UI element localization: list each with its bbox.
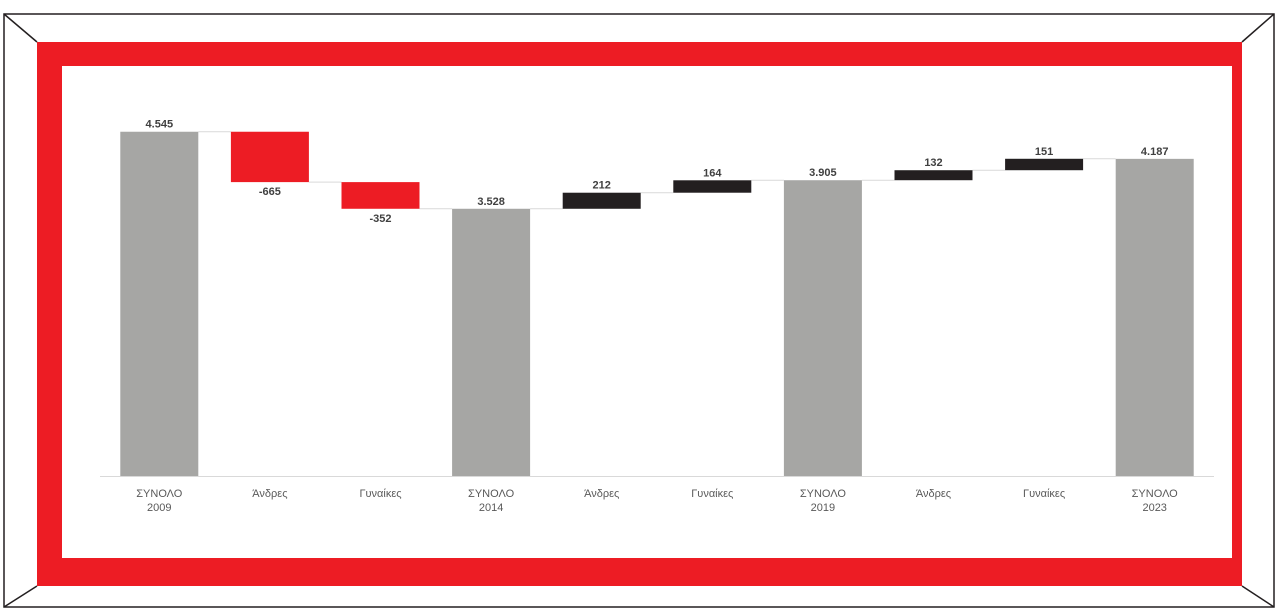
value-label: 4.545 — [146, 119, 174, 131]
category-label: Άνδρες — [252, 488, 287, 500]
frame-outline — [3, 13, 1275, 608]
category-label: ΣΥΝΟΛΟ 2019 — [800, 488, 847, 514]
increase-bar — [562, 192, 641, 209]
value-label: 212 — [593, 180, 611, 192]
value-label: 3.528 — [477, 196, 505, 208]
increase-bar — [894, 170, 973, 181]
frame-corner-line-tl — [3, 13, 38, 43]
connector-lines — [198, 131, 1116, 210]
category-label: ΣΥΝΟΛΟ 2014 — [468, 488, 515, 514]
decrease-bar — [230, 131, 309, 183]
frame-corner-line-br — [1241, 585, 1275, 608]
category-label: ΣΥΝΟΛΟ 2009 — [136, 488, 183, 514]
frame-corner-line-tr — [1241, 13, 1275, 43]
frame-corner-line-bl — [3, 585, 38, 608]
category-label: Γυναίκες — [1023, 488, 1065, 500]
total-bar — [783, 180, 862, 476]
value-label: 164 — [703, 167, 722, 179]
category-label: Γυναίκες — [691, 488, 733, 500]
category-label: ΣΥΝΟΛΟ 2023 — [1132, 488, 1179, 514]
value-labels: 4.545 -665 -352 3.528 212 164 3.905 132 151 4.187 — [146, 119, 1169, 225]
total-bar — [452, 208, 531, 476]
category-label: Άνδρες — [916, 488, 951, 500]
category-label: Γυναίκες — [359, 488, 401, 500]
value-label: -665 — [259, 186, 281, 198]
category-label: Άνδρες — [584, 488, 619, 500]
total-bar — [120, 131, 199, 477]
value-label: 4.187 — [1141, 146, 1169, 158]
decrease-bar — [341, 182, 420, 209]
value-label: -352 — [369, 213, 391, 225]
value-label: 3.905 — [809, 167, 837, 179]
value-label: 151 — [1035, 146, 1053, 158]
bar-group — [120, 131, 1194, 477]
increase-bar — [1005, 158, 1084, 171]
increase-bar — [673, 180, 752, 193]
total-bar — [1115, 158, 1194, 476]
category-labels: ΣΥΝΟΛΟ 2009 Άνδρες Γυναίκες ΣΥΝΟΛΟ 2014 Άνδρες… — [136, 488, 1178, 514]
value-label: 132 — [924, 157, 942, 169]
